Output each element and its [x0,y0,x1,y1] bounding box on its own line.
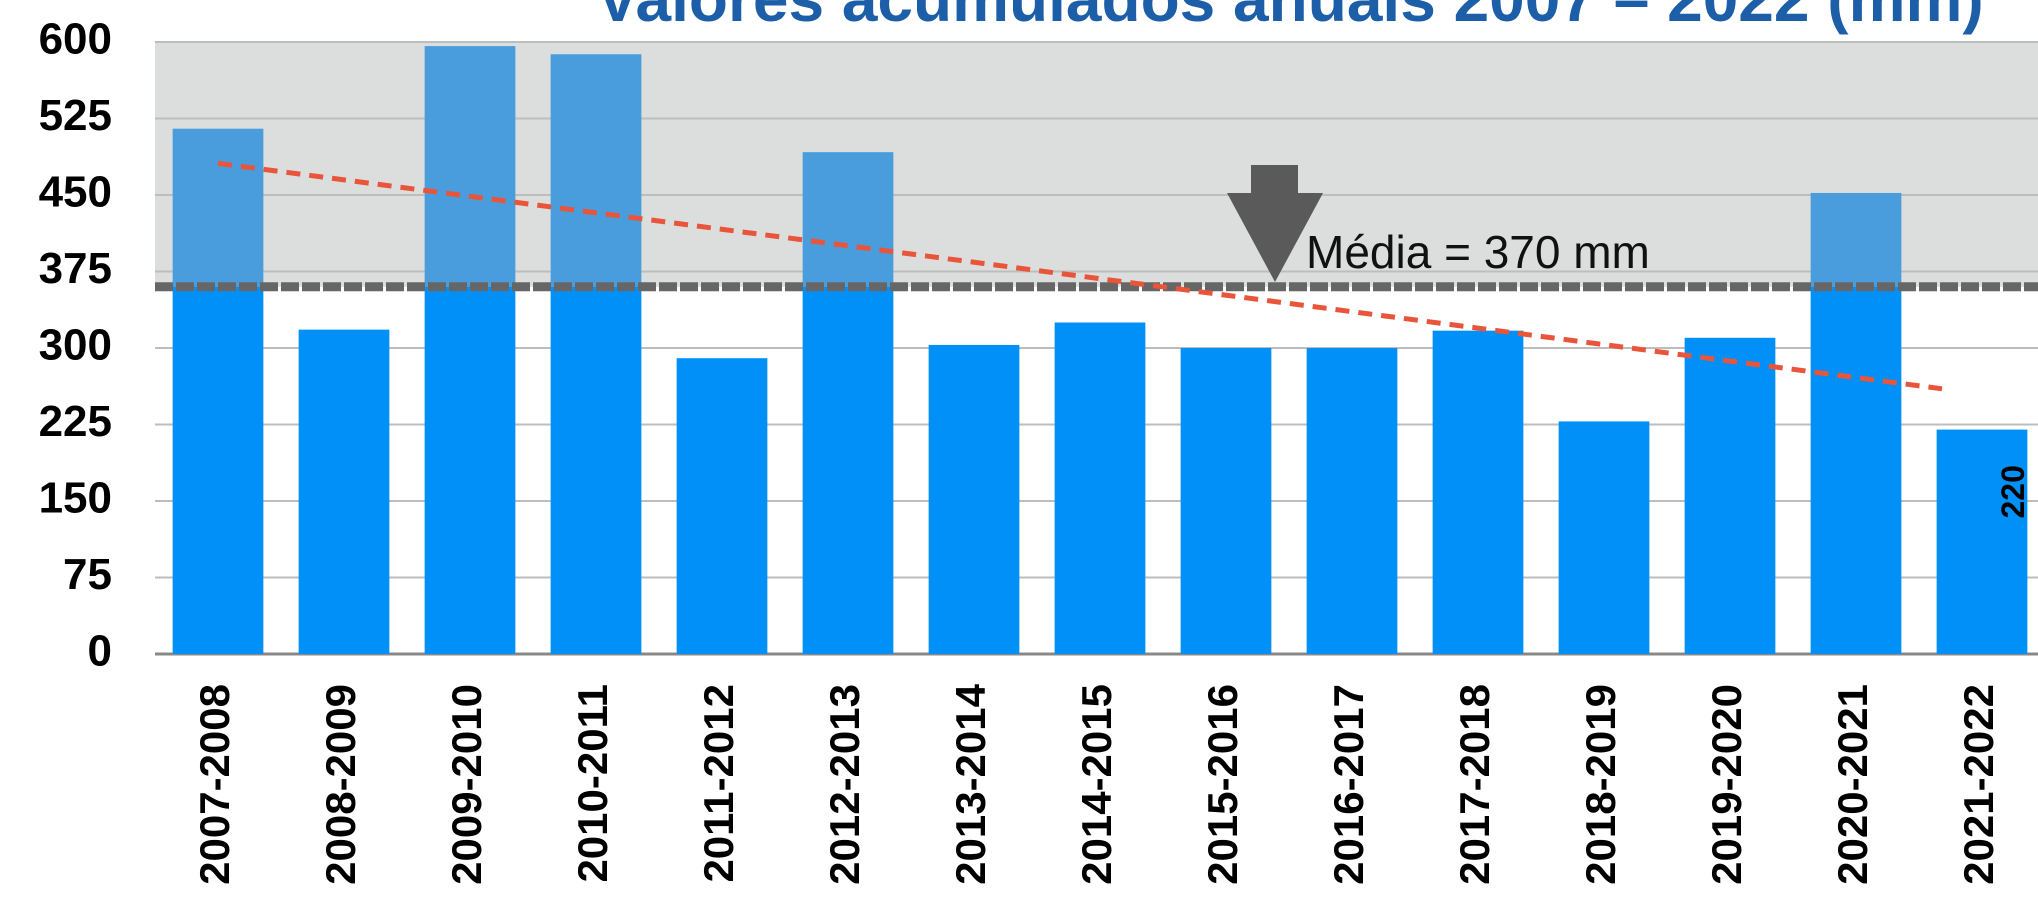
x-tick-label: 2015-2016 [1199,684,1246,885]
y-tick-label: 600 [39,15,112,64]
trend-line [217,160,1943,392]
x-tick-label: 2021-2022 [1955,684,2002,885]
x-tick-label: 2016-2017 [1325,684,1372,885]
bar [550,54,642,655]
x-tick-label: 2008-2009 [317,684,364,885]
bar [1936,429,2028,654]
mean-arrow [1227,165,1323,282]
x-tick-label: 2011-2012 [695,684,742,883]
y-tick-label: 525 [39,91,112,140]
chart-title: Valores acumulados anuais 2007 – 2022 (m… [596,0,1983,35]
bar [1432,330,1524,654]
y-tick-label: 75 [63,550,112,599]
bar [1180,348,1272,654]
x-tick-label: 2020-2021 [1829,684,1876,885]
bar [1810,192,1902,654]
bar [1684,337,1776,654]
bar [172,128,264,654]
y-tick-label: 0 [88,627,112,676]
x-tick-label: 2012-2013 [821,684,868,885]
bar [1306,348,1398,654]
mean-annotation: Média = 370 mm [1306,226,1650,278]
x-tick-label: 2019-2020 [1703,684,1750,885]
bar [802,152,894,654]
y-tick-label: 375 [39,244,112,293]
x-tick-label: 2014-2015 [1073,684,1120,885]
y-tick-label: 450 [39,168,112,217]
x-tick-label: 2007-2008 [191,684,238,885]
y-tick-label: 225 [39,397,112,446]
x-tick-label: 2010-2011 [569,684,616,883]
x-tick-label: 2013-2014 [947,683,994,884]
y-tick-label: 300 [39,321,112,370]
data-label: 220 [1995,465,2031,518]
bar [928,344,1020,654]
x-tick-label: 2018-2019 [1577,684,1624,885]
x-tick-label: 2009-2010 [443,684,490,885]
bar [1054,322,1146,654]
bar [676,358,768,654]
bar [424,46,516,654]
bar [1558,421,1650,654]
bar [298,329,390,654]
x-tick-label: 2017-2018 [1451,684,1498,885]
y-tick-label: 150 [39,474,112,523]
